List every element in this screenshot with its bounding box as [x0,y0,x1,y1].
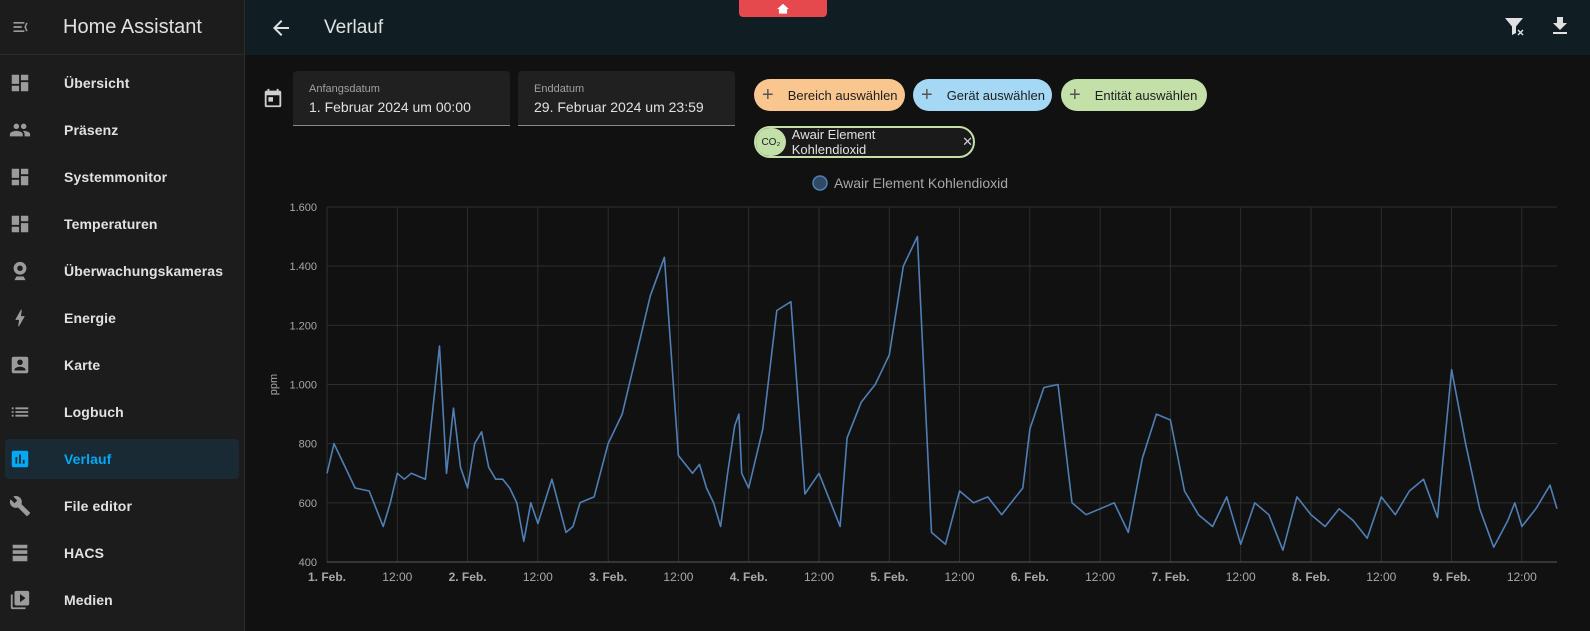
toolbar-actions [1502,14,1572,38]
sidebar-item-label: File editor [64,498,132,514]
x-tick-label: 12:00 [1085,570,1115,584]
start-date-label: Anfangsdatum [309,83,380,95]
x-tick-label: 12:00 [382,570,412,584]
filter-remove-icon[interactable] [1502,14,1526,38]
x-tick-label: 12:00 [1226,570,1256,584]
assist-tab[interactable] [739,0,827,17]
sidebar-item-label: Medien [64,592,113,608]
legend-label: Awair Element Kohlendioxid [834,175,1008,191]
sidebar: Home Assistant Übersicht Präsenz Systemmon… [0,0,245,631]
sidebar-item-label: HACS [64,545,105,561]
x-tick-label: 9. Feb. [1433,570,1471,584]
x-tick-label: 12:00 [663,570,693,584]
hacs-icon [12,544,28,562]
select-area-label: Bereich auswählen [787,87,898,103]
x-tick-label: 12:00 [804,570,834,584]
app-title: Home Assistant [63,15,202,38]
legend-marker [812,175,828,191]
y-axis-label: ppm [268,374,280,395]
sidebar-nav: Übersicht Präsenz Systemmonitor Temperature… [0,55,244,620]
page-title: Verlauf [324,16,384,38]
lightning-icon [15,309,25,327]
x-tick-label: 4. Feb. [730,570,768,584]
top-bar: Verlauf [245,0,1590,55]
back-arrow-icon[interactable] [269,16,293,40]
people-icon [9,123,31,137]
y-tick-label: 1.000 [289,380,317,392]
sidebar-item-übersicht[interactable]: Übersicht [5,63,239,103]
home-assistant-icon [777,3,789,14]
menu-icon[interactable] [11,17,31,37]
sidebar-item-hacs[interactable]: HACS [5,533,239,573]
selected-entity-name: Awair Element Kohlendioxid [791,127,876,157]
y-tick-label: 400 [299,557,317,569]
end-date-label: Enddatum [534,83,585,95]
sidebar-item-label: Übersicht [64,75,130,91]
sidebar-item-label: Temperaturen [64,216,158,232]
x-tick-label: 1. Feb. [308,570,346,584]
start-date-value: 1. Februar 2024 um 00:00 [309,99,471,115]
y-tick-label: 1.400 [289,261,317,273]
y-tick-label: 1.200 [289,320,317,332]
sidebar-item-energie[interactable]: Energie [5,298,239,338]
start-date-field[interactable]: Anfangsdatum 1. Februar 2024 um 00:00 [293,71,510,126]
end-date-value: 29. Februar 2024 um 23:59 [534,99,704,115]
molecule-co2-icon: CO₂ [756,128,786,156]
sidebar-item-systemmonitor[interactable]: Systemmonitor [5,157,239,197]
dashboard-icon [11,74,29,92]
play-box-icon [10,590,30,610]
select-entity-label: Entität auswählen [1094,87,1198,103]
sidebar-item-medien[interactable]: Medien [5,580,239,620]
x-tick-label: 7. Feb. [1151,570,1189,584]
x-tick-label: 6. Feb. [1011,570,1049,584]
x-tick-label: 5. Feb. [870,570,908,584]
webcam-icon [13,261,27,281]
series-line [326,235,1558,552]
x-tick-label: 12:00 [945,570,975,584]
plus-icon: + [762,83,774,106]
y-tick-label: 600 [299,498,317,510]
remove-entity-icon[interactable]: ✕ [962,134,973,149]
dashboard-icon [11,215,29,233]
x-tick-label: 8. Feb. [1292,570,1330,584]
sidebar-item-präsenz[interactable]: Präsenz [5,110,239,150]
sidebar-item-logbuch[interactable]: Logbuch [5,392,239,432]
sidebar-item-label: Systemmonitor [64,169,168,185]
select-device-label: Gerät auswählen [946,87,1045,103]
select-entity-button[interactable]: + Entität auswählen [1061,79,1207,111]
sidebar-item-verlauf[interactable]: Verlauf [5,439,239,479]
history-chart: Awair Element Kohlendioxid 400 600 800 1.000… [268,175,1558,584]
x-tick-label: 12:00 [523,570,553,584]
sidebar-item-label: Logbuch [64,404,124,420]
x-tick-label: 2. Feb. [449,570,487,584]
list-icon [11,407,29,417]
selected-entity-chip[interactable]: CO₂ Awair Element Kohlendioxid ✕ [754,126,975,158]
sidebar-item-überwachungskameras[interactable]: Überwachungskameras [5,251,239,291]
sidebar-item-label: Verlauf [64,451,112,467]
sidebar-header: Home Assistant [0,0,244,55]
plus-icon: + [921,83,933,106]
y-tick-label: 800 [299,439,317,451]
dashboard-icon [11,168,29,186]
sidebar-item-label: Überwachungskameras [64,263,224,279]
download-icon[interactable] [1548,14,1572,38]
sidebar-item-label: Karte [64,357,101,373]
y-tick-label: 1.600 [289,202,317,214]
account-box-icon [11,356,29,374]
sidebar-item-label: Präsenz [64,122,119,138]
calendar-icon[interactable] [262,87,284,109]
sidebar-item-label: Energie [64,310,117,326]
end-date-field[interactable]: Enddatum 29. Februar 2024 um 23:59 [518,71,735,126]
chart-box-icon [11,450,29,468]
sidebar-item-file-editor[interactable]: File editor [5,486,239,526]
select-device-button[interactable]: + Gerät auswählen [913,79,1052,111]
sidebar-item-karte[interactable]: Karte [5,345,239,385]
x-tick-label: 3. Feb. [589,570,627,584]
x-tick-label: 12:00 [1507,570,1537,584]
wrench-icon [9,496,31,517]
select-area-button[interactable]: + Bereich auswählen [754,79,905,111]
x-tick-label: 12:00 [1366,570,1396,584]
plus-icon: + [1069,83,1081,106]
sidebar-item-temperaturen[interactable]: Temperaturen [5,204,239,244]
